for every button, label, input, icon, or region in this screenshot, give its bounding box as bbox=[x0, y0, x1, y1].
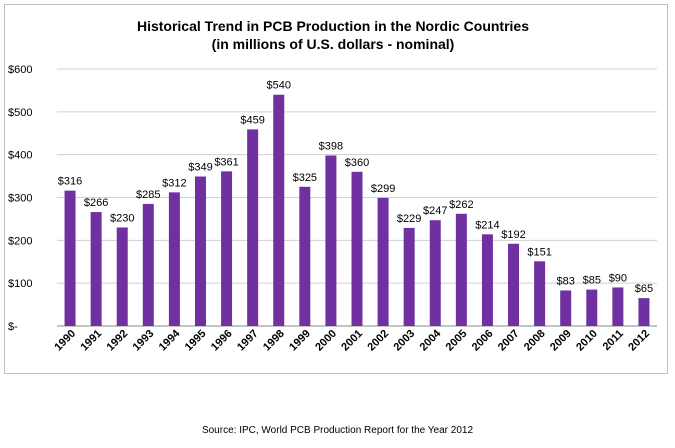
bar bbox=[560, 290, 572, 326]
data-label: $285 bbox=[136, 189, 160, 201]
bar bbox=[194, 176, 206, 326]
x-tick-label: 1999 bbox=[287, 328, 313, 354]
y-tick-label: $- bbox=[8, 321, 18, 333]
bar bbox=[351, 171, 363, 326]
bar bbox=[168, 192, 180, 326]
bar bbox=[534, 261, 546, 326]
bars bbox=[64, 94, 650, 326]
data-label: $360 bbox=[345, 157, 369, 169]
data-label: $398 bbox=[319, 141, 343, 153]
x-tick-label: 1992 bbox=[105, 328, 131, 354]
chart-subtitle: (in millions of U.S. dollars - nominal) bbox=[212, 36, 455, 52]
bar bbox=[299, 186, 311, 326]
data-label: $459 bbox=[240, 114, 264, 126]
bar bbox=[221, 171, 233, 326]
data-label: $230 bbox=[110, 212, 134, 224]
x-tick-label: 2011 bbox=[601, 328, 626, 353]
x-axis-ticks: 1990 1991 1992 1993 1994 1995 1996 1997 1998 1999… bbox=[52, 327, 652, 353]
x-tick-label: 2006 bbox=[470, 328, 496, 354]
chart-title: Historical Trend in PCB Production in th… bbox=[137, 18, 529, 34]
data-labels: $316$266$230$285$312$349 $361 $459 $540 $325… bbox=[58, 80, 653, 295]
x-tick-label: 2003 bbox=[391, 328, 417, 354]
data-label: $229 bbox=[397, 213, 421, 225]
bar bbox=[273, 94, 285, 326]
x-tick-label: 2002 bbox=[365, 328, 391, 354]
data-label: $349 bbox=[188, 162, 212, 174]
y-tick-label: $400 bbox=[8, 150, 32, 162]
bar bbox=[586, 289, 598, 326]
x-tick-label: 1995 bbox=[183, 328, 209, 354]
y-tick-label: $300 bbox=[8, 193, 32, 205]
bar bbox=[455, 213, 467, 326]
x-tick-label: 2004 bbox=[418, 327, 444, 353]
x-tick-label: 1990 bbox=[52, 328, 78, 354]
data-label: $247 bbox=[423, 205, 447, 217]
y-tick-label: $600 bbox=[8, 64, 32, 76]
bar bbox=[638, 298, 650, 326]
bar bbox=[612, 287, 624, 326]
x-tick-label: 1996 bbox=[209, 328, 235, 354]
data-label: $540 bbox=[266, 80, 290, 92]
y-tick-label: $500 bbox=[8, 107, 32, 119]
data-label: $325 bbox=[293, 172, 317, 184]
data-label: $83 bbox=[557, 275, 575, 287]
x-tick-label: 1998 bbox=[261, 328, 287, 354]
source-note: Source: IPC, World PCB Production Report… bbox=[201, 425, 474, 436]
chart-frame bbox=[4, 4, 668, 374]
data-label: $312 bbox=[162, 177, 186, 189]
x-tick-label: 1991 bbox=[78, 328, 104, 354]
x-tick-label: 1994 bbox=[157, 327, 183, 353]
x-tick-label: 2005 bbox=[444, 328, 470, 354]
y-axis-ticks: $- $100 $200 $300 $400 $500 $600 bbox=[8, 64, 32, 333]
bar bbox=[142, 203, 154, 326]
bar bbox=[325, 155, 337, 326]
bar bbox=[247, 129, 259, 326]
bar bbox=[64, 190, 76, 326]
bar bbox=[508, 243, 520, 326]
x-tick-label: 2001 bbox=[339, 328, 365, 354]
gridlines bbox=[57, 68, 657, 327]
bar bbox=[90, 212, 102, 326]
bar bbox=[116, 227, 128, 326]
bar bbox=[403, 227, 415, 326]
x-tick-label: 1993 bbox=[131, 328, 157, 354]
data-label: $90 bbox=[609, 272, 627, 284]
data-label: $361 bbox=[214, 156, 238, 168]
x-tick-label: 2012 bbox=[626, 328, 652, 354]
x-tick-label: 2008 bbox=[522, 328, 548, 354]
data-label: $266 bbox=[84, 197, 108, 209]
data-label: $192 bbox=[501, 229, 525, 241]
data-label: $85 bbox=[583, 275, 601, 287]
x-tick-label: 2000 bbox=[313, 328, 339, 354]
x-tick-label: 2007 bbox=[496, 328, 522, 354]
data-label: $65 bbox=[635, 283, 653, 295]
data-label: $316 bbox=[58, 176, 82, 188]
bar bbox=[481, 234, 493, 326]
data-label: $299 bbox=[371, 183, 395, 195]
x-tick-label: 2009 bbox=[548, 328, 574, 354]
data-label: $262 bbox=[449, 199, 473, 211]
x-tick-label: 2010 bbox=[574, 328, 600, 354]
x-tick-label: 1997 bbox=[235, 328, 261, 354]
y-tick-label: $200 bbox=[8, 235, 32, 247]
bar bbox=[377, 197, 389, 326]
data-label: $214 bbox=[475, 219, 499, 231]
bar bbox=[429, 220, 441, 326]
data-label: $151 bbox=[527, 246, 551, 258]
y-tick-label: $100 bbox=[8, 278, 32, 290]
